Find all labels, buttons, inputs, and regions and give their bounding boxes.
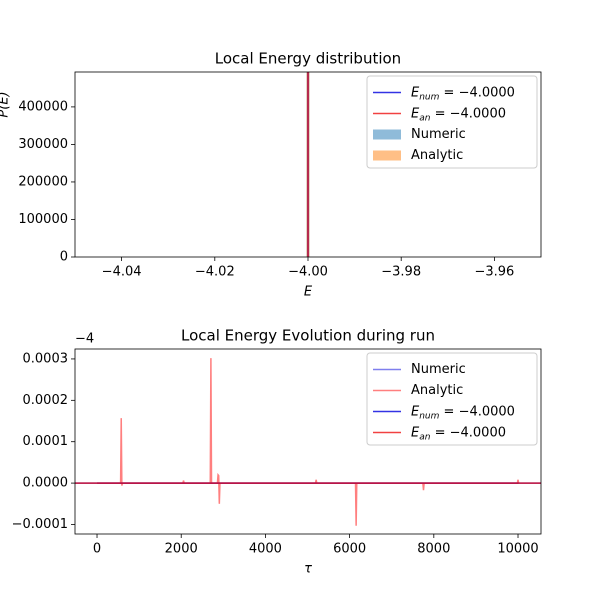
- legend-label: Enum = −4.0000: [411, 85, 515, 102]
- label-text: = −4.0000: [430, 425, 506, 440]
- legend-box: [366, 75, 538, 169]
- legend-label: Enum = −4.0000: [411, 404, 515, 421]
- label-text: = −4.0000: [439, 85, 515, 100]
- chart-title: Local Energy distribution: [215, 50, 401, 68]
- y-tick-label: 400000: [18, 99, 68, 114]
- plot-area: [306, 72, 310, 257]
- y-axis-label: P(E): [0, 91, 12, 117]
- x-tick-label: −4.02: [195, 265, 235, 280]
- chart-title: Local Energy Evolution during run: [181, 327, 435, 345]
- symbol: E: [411, 404, 420, 419]
- symbol: E: [411, 425, 420, 440]
- x-tick-label: 10000: [497, 542, 538, 557]
- legend-swatch: [373, 150, 401, 161]
- y-tick-label: −0.0001: [12, 517, 68, 532]
- axes-frame: [74, 71, 542, 258]
- subscript: num: [419, 411, 439, 421]
- y-tick-label: 0.0002: [23, 393, 69, 408]
- legend-label: Ean = −4.0000: [411, 106, 506, 123]
- x-tick-label: 0: [93, 542, 101, 557]
- x-axis-label: E: [304, 285, 313, 300]
- x-tick-label: −3.98: [381, 265, 421, 280]
- legend-label: Analytic: [411, 148, 463, 163]
- x-tick-label: 8000: [417, 542, 450, 557]
- symbol: E: [411, 85, 420, 100]
- y-tick-label: 0.0003: [23, 351, 69, 366]
- label-text: = −4.0000: [430, 106, 506, 121]
- y-tick-label: 0: [60, 250, 68, 265]
- x-tick-label: 6000: [333, 542, 366, 557]
- subscript: an: [419, 432, 431, 442]
- y-tick-label: 100000: [18, 212, 68, 227]
- y-tick-label: 0.0000: [23, 476, 69, 491]
- y-tick-label: 200000: [18, 174, 68, 189]
- legend-label: Numeric: [411, 362, 466, 377]
- legend-swatch: [373, 129, 401, 140]
- label-text: = −4.0000: [439, 404, 515, 419]
- x-tick-label: −4.00: [288, 265, 328, 280]
- x-tick-label: −3.96: [474, 265, 514, 280]
- subscript: an: [419, 113, 431, 123]
- y-offset-label: −4: [75, 332, 94, 347]
- x-tick-label: 2000: [165, 542, 198, 557]
- legend-label: Numeric: [411, 127, 466, 142]
- legend-box: [366, 352, 538, 446]
- plot-area: [75, 358, 541, 526]
- x-axis-label: τ: [304, 562, 312, 577]
- y-tick-label: 300000: [18, 137, 68, 152]
- legend-label: Ean = −4.0000: [411, 425, 506, 442]
- subscript: num: [419, 92, 439, 102]
- symbol: E: [411, 106, 420, 121]
- x-tick-label: −4.04: [102, 265, 142, 280]
- x-tick-label: 4000: [249, 542, 282, 557]
- y-tick-label: 0.0001: [23, 434, 69, 449]
- legend-label: Analytic: [411, 383, 463, 398]
- axes-frame: [74, 348, 542, 535]
